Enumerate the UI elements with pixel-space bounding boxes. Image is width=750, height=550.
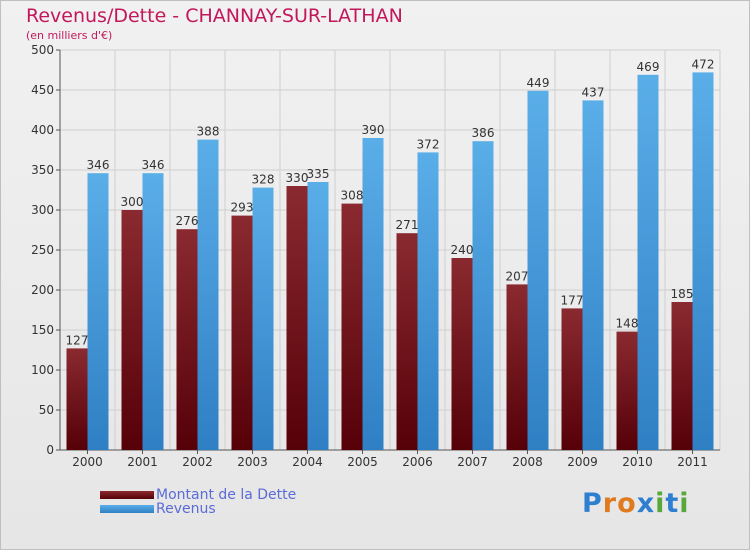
logo-letter: P — [582, 488, 603, 519]
data-label: 207 — [506, 269, 529, 283]
logo-letter: x — [636, 488, 656, 519]
x-tick-label: 2003 — [237, 455, 268, 469]
logo-letter: r — [602, 488, 618, 519]
data-label: 127 — [66, 333, 89, 347]
data-label: 276 — [176, 214, 199, 228]
bar-revenus — [417, 152, 439, 450]
data-label: 308 — [341, 189, 364, 203]
data-label: 240 — [451, 243, 474, 257]
bar-revenus — [692, 72, 714, 451]
x-tick-label: 2005 — [347, 455, 378, 469]
logo-letter: o — [617, 488, 637, 519]
data-label: 271 — [396, 218, 419, 232]
bar-revenus — [87, 173, 109, 450]
legend-label-debt: Montant de la Dette — [156, 487, 297, 503]
y-tick-label: 250 — [31, 243, 54, 257]
data-label: 449 — [527, 76, 550, 90]
data-label: 386 — [472, 126, 495, 140]
bar-revenus — [527, 90, 549, 451]
bar-debt — [506, 284, 528, 450]
proxiti-logo: Proxiti — [582, 488, 690, 519]
logo-letter: t — [665, 488, 680, 519]
bar-revenus — [252, 187, 274, 450]
bar-debt — [616, 331, 638, 450]
data-label: 293 — [231, 201, 254, 215]
bar-debt — [341, 203, 363, 450]
data-label: 372 — [417, 137, 440, 151]
y-tick-label: 200 — [31, 283, 54, 297]
data-label: 390 — [362, 123, 385, 137]
bar-revenus — [362, 138, 384, 450]
data-label: 437 — [582, 85, 605, 99]
bar-debt — [286, 186, 308, 450]
data-label: 346 — [142, 158, 165, 172]
bar-debt — [451, 258, 473, 450]
bar-revenus — [142, 173, 164, 450]
bar-revenus — [307, 182, 329, 450]
bar-revenus — [582, 100, 604, 451]
data-label: 388 — [197, 125, 220, 139]
data-label: 148 — [616, 317, 639, 331]
bar-debt — [671, 302, 693, 450]
y-tick-label: 450 — [31, 83, 54, 97]
data-label: 177 — [561, 293, 584, 307]
x-tick-label: 2004 — [292, 455, 323, 469]
data-label: 469 — [637, 60, 660, 74]
chart-title: Revenus/Dette - CHANNAY-SUR-LATHAN — [26, 5, 403, 27]
x-tick-label: 2006 — [402, 455, 433, 469]
x-tick-label: 2000 — [72, 455, 103, 469]
bar-debt — [396, 233, 418, 450]
bar-revenus — [472, 141, 494, 450]
y-tick-label: 100 — [31, 363, 54, 377]
data-label: 335 — [307, 167, 330, 181]
legend-item-revenus: Revenus — [100, 501, 216, 517]
bar-debt — [561, 308, 583, 450]
data-label: 472 — [692, 57, 715, 71]
legend-swatch-revenus — [100, 505, 154, 513]
bar-revenus — [637, 74, 659, 451]
data-label: 185 — [671, 287, 694, 301]
y-tick-label: 50 — [39, 403, 54, 417]
legend-swatch-debt — [100, 491, 154, 499]
y-tick-label: 150 — [31, 323, 54, 337]
x-tick-label: 2010 — [622, 455, 653, 469]
logo-letter: i — [655, 488, 666, 519]
x-tick-label: 2007 — [457, 455, 488, 469]
bar-debt — [176, 229, 198, 450]
bar-debt — [231, 215, 253, 450]
legend-label-revenus: Revenus — [156, 501, 216, 517]
chart-subtitle: (en milliers d'€) — [26, 29, 113, 42]
y-tick-label: 300 — [31, 203, 54, 217]
data-label: 300 — [121, 195, 144, 209]
y-tick-label: 350 — [31, 163, 54, 177]
x-tick-label: 2008 — [512, 455, 543, 469]
data-label: 346 — [87, 158, 110, 172]
x-tick-label: 2002 — [182, 455, 213, 469]
x-tick-label: 2009 — [567, 455, 598, 469]
y-tick-label: 0 — [46, 443, 54, 457]
bar-debt — [121, 210, 143, 450]
logo-letter: i — [679, 488, 690, 519]
bar-revenus — [197, 139, 219, 450]
y-tick-label: 500 — [31, 43, 54, 57]
x-tick-label: 2001 — [127, 455, 158, 469]
y-tick-label: 400 — [31, 123, 54, 137]
legend-item-debt: Montant de la Dette — [100, 487, 296, 503]
data-label: 328 — [252, 173, 275, 187]
bar-debt — [66, 348, 88, 450]
x-tick-label: 2011 — [677, 455, 708, 469]
data-label: 330 — [286, 171, 309, 185]
